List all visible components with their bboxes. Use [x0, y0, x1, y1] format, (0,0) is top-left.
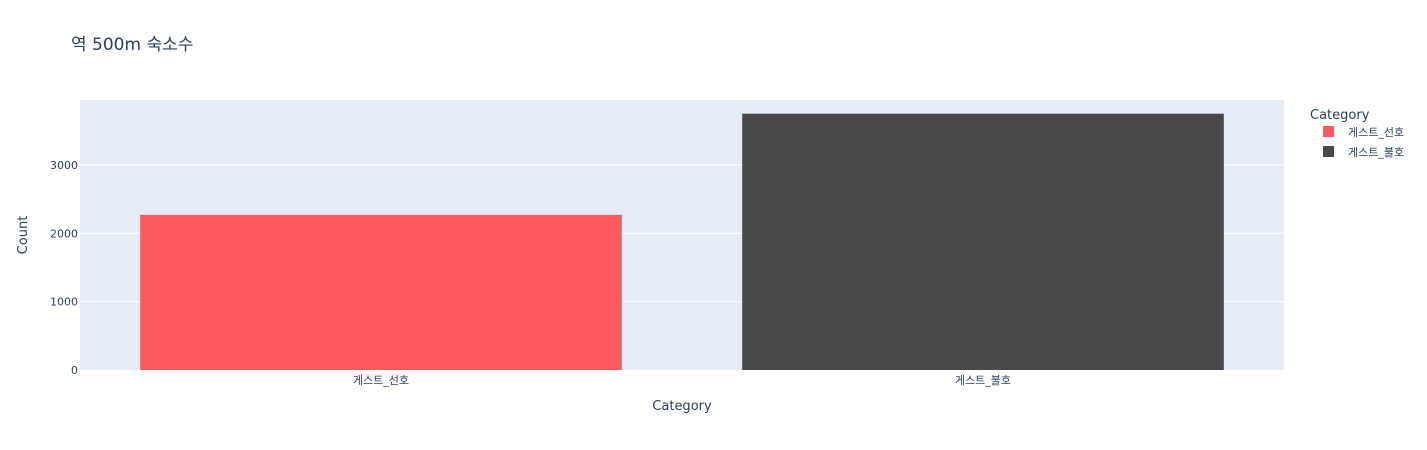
x-tick-label: 게스트_불호 [955, 374, 1011, 387]
y-tick-label: 1000 [50, 296, 78, 309]
legend-label: 게스트_불호 [1348, 146, 1404, 159]
chart-title: 역 500m 숙소수 [71, 35, 193, 55]
x-axis-ticks: 게스트_선호 게스트_불호 [353, 374, 1011, 387]
y-tick-label: 0 [71, 364, 78, 377]
bar [742, 113, 1224, 370]
y-tick-label: 2000 [50, 227, 78, 240]
legend-swatch [1323, 146, 1334, 157]
y-axis-title: Count [16, 216, 31, 255]
x-axis-title: Category [652, 399, 712, 414]
y-axis-ticks: 0 1000 2000 3000 [50, 159, 78, 377]
legend-label: 게스트_선호 [1348, 126, 1404, 139]
x-tick-label: 게스트_선호 [353, 374, 409, 387]
bar [140, 214, 622, 370]
bars [140, 113, 1224, 370]
y-tick-label: 3000 [50, 159, 78, 172]
legend-swatch [1323, 126, 1334, 137]
legend-title: Category [1310, 108, 1370, 123]
